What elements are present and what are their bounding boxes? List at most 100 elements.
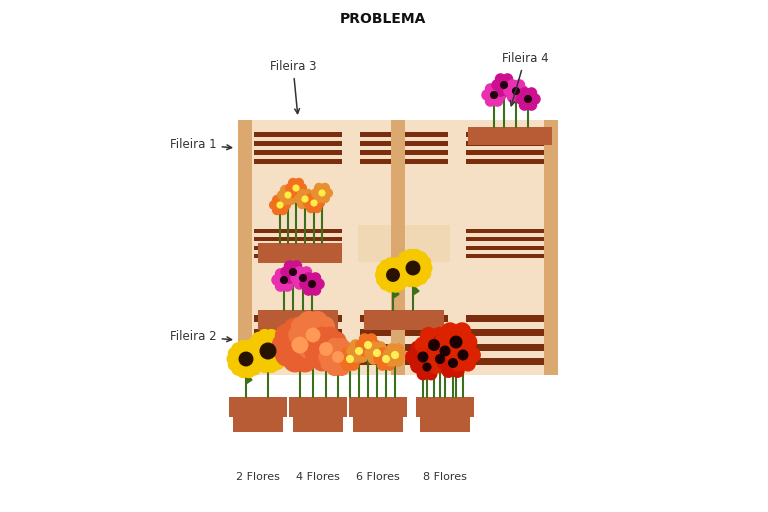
Circle shape bbox=[380, 260, 391, 271]
Circle shape bbox=[380, 279, 391, 290]
Bar bbox=[254, 229, 342, 233]
Bar bbox=[252, 308, 344, 372]
Bar bbox=[464, 225, 556, 262]
Circle shape bbox=[396, 257, 407, 268]
Circle shape bbox=[425, 368, 437, 380]
Circle shape bbox=[258, 359, 271, 372]
Circle shape bbox=[302, 279, 312, 289]
Circle shape bbox=[449, 359, 457, 367]
Circle shape bbox=[243, 366, 255, 377]
Bar bbox=[254, 238, 342, 242]
Circle shape bbox=[419, 268, 431, 280]
Bar bbox=[254, 254, 342, 258]
Bar bbox=[466, 246, 554, 250]
Circle shape bbox=[390, 258, 401, 269]
Text: 4 Flores: 4 Flores bbox=[296, 472, 340, 482]
Circle shape bbox=[240, 352, 253, 366]
Bar bbox=[254, 358, 342, 365]
Circle shape bbox=[301, 343, 324, 366]
Bar bbox=[254, 246, 342, 250]
Circle shape bbox=[525, 96, 531, 102]
Circle shape bbox=[248, 343, 260, 355]
Circle shape bbox=[294, 267, 305, 277]
Circle shape bbox=[273, 206, 281, 215]
Circle shape bbox=[438, 360, 451, 373]
Circle shape bbox=[302, 267, 312, 277]
Circle shape bbox=[321, 183, 329, 192]
Bar bbox=[466, 344, 554, 351]
Circle shape bbox=[421, 341, 435, 355]
Bar bbox=[252, 225, 344, 262]
Bar bbox=[293, 417, 343, 432]
Bar bbox=[468, 127, 552, 145]
Bar bbox=[238, 120, 252, 375]
Circle shape bbox=[508, 92, 518, 102]
Circle shape bbox=[376, 342, 386, 352]
Circle shape bbox=[316, 199, 324, 207]
Bar bbox=[466, 229, 554, 233]
Circle shape bbox=[309, 281, 316, 287]
Circle shape bbox=[302, 196, 308, 202]
Circle shape bbox=[298, 189, 306, 198]
Circle shape bbox=[232, 343, 243, 355]
Circle shape bbox=[299, 338, 319, 358]
Circle shape bbox=[303, 199, 313, 207]
Circle shape bbox=[311, 200, 317, 206]
Circle shape bbox=[273, 333, 296, 356]
Circle shape bbox=[279, 206, 287, 215]
Bar bbox=[360, 315, 448, 322]
Circle shape bbox=[276, 269, 286, 279]
Circle shape bbox=[260, 343, 276, 359]
Circle shape bbox=[278, 190, 286, 199]
Circle shape bbox=[304, 333, 327, 356]
Circle shape bbox=[289, 325, 309, 345]
Circle shape bbox=[349, 348, 359, 358]
Circle shape bbox=[417, 354, 429, 366]
Circle shape bbox=[286, 275, 296, 285]
Circle shape bbox=[386, 356, 396, 366]
Circle shape bbox=[306, 204, 316, 212]
Circle shape bbox=[393, 356, 403, 366]
Bar bbox=[254, 150, 342, 155]
Circle shape bbox=[293, 318, 316, 342]
Circle shape bbox=[453, 323, 471, 340]
Circle shape bbox=[385, 360, 395, 370]
Circle shape bbox=[321, 355, 337, 371]
Circle shape bbox=[350, 352, 360, 362]
Circle shape bbox=[333, 352, 343, 362]
Circle shape bbox=[298, 184, 306, 193]
Circle shape bbox=[410, 249, 422, 261]
Circle shape bbox=[399, 272, 411, 284]
Circle shape bbox=[300, 279, 310, 289]
Circle shape bbox=[317, 325, 337, 345]
Circle shape bbox=[303, 189, 313, 198]
Circle shape bbox=[365, 348, 375, 358]
Circle shape bbox=[248, 338, 261, 351]
Circle shape bbox=[433, 352, 447, 367]
Bar bbox=[360, 329, 448, 336]
Circle shape bbox=[291, 273, 301, 283]
Circle shape bbox=[379, 348, 389, 358]
Circle shape bbox=[237, 340, 249, 352]
Circle shape bbox=[326, 338, 343, 354]
Bar bbox=[466, 238, 554, 242]
Bar bbox=[229, 397, 287, 417]
Circle shape bbox=[313, 194, 321, 202]
Circle shape bbox=[502, 86, 512, 96]
Circle shape bbox=[526, 88, 537, 98]
Circle shape bbox=[276, 324, 299, 347]
Circle shape bbox=[306, 328, 319, 342]
Bar bbox=[360, 141, 448, 146]
Bar bbox=[466, 159, 554, 163]
Circle shape bbox=[406, 350, 420, 364]
Circle shape bbox=[298, 200, 306, 208]
Circle shape bbox=[519, 100, 530, 110]
Circle shape bbox=[390, 281, 401, 292]
Circle shape bbox=[293, 337, 308, 353]
Circle shape bbox=[458, 350, 468, 360]
Circle shape bbox=[349, 360, 359, 370]
Circle shape bbox=[396, 268, 407, 280]
Circle shape bbox=[370, 340, 380, 350]
Bar bbox=[233, 417, 283, 432]
Circle shape bbox=[515, 80, 525, 90]
